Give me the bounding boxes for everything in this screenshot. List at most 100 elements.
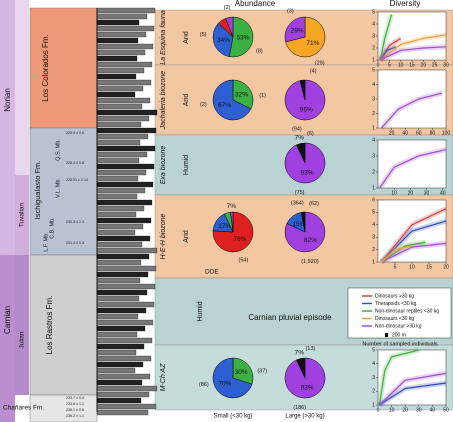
climate-label: Arid [183,230,190,243]
zone-label: Jachaleria biozone [160,71,167,130]
stage-label: Norian [3,88,12,112]
pie-count: (1) [259,93,266,99]
strata-bed [96,373,151,380]
x-tick-label: 15 [426,264,432,270]
y-tick-label: 3 [372,375,375,381]
y-tick-label: 2 [372,111,375,117]
y-tick-label: 5 [372,67,375,73]
climate-label: Humid [197,301,204,321]
substage-band [15,0,29,175]
y-tick-label: 4 [372,82,375,88]
pie-count: (8) [256,49,263,55]
y-tick-label: 3 [372,96,375,102]
pie-slice [230,211,234,233]
pie-label: 34% [217,37,230,44]
x-tick-label: 5 [394,264,397,270]
curve [379,46,397,61]
pie-count: (62) [309,201,319,207]
strata-bed [96,337,153,344]
x-tick-label: 50 [443,407,449,413]
strata-bed [96,385,158,392]
y-tick-label: 4 [372,222,375,228]
strata-bed [96,67,145,74]
pie-slice [296,357,306,379]
formation-label: Chañares Fm. [3,405,44,412]
x-tick-label: 40 [440,190,446,196]
y-tick-label: 4 [372,21,375,27]
curve [380,46,447,61]
substage-band [15,255,29,395]
curve [380,208,447,263]
zone-label: M-Ch AZ [160,363,167,391]
pie-label: 93% [301,169,314,176]
pie-label: 67% [218,102,231,109]
strata-bed [96,289,148,296]
y-tick-label: 3 [372,235,375,241]
strata-bed [96,277,141,284]
pie-count: (364) [291,200,304,206]
pie-label: 53% [236,35,249,42]
strata-bed [96,85,144,92]
pie-count: (13) [305,346,315,352]
pie-label: 82% [304,237,317,244]
x-tick-label: 10 [389,407,395,413]
strata-bed [96,7,156,14]
pie-label: 93% [301,384,314,391]
strata-bed [96,409,149,416]
strata-bed [96,19,140,26]
x-tick-label: 30 [416,407,422,413]
pie-slice [212,79,252,121]
pie-label: 15% [292,221,305,228]
y-tick-label: 4 [372,361,375,367]
pie-slice [284,16,306,43]
zone-label: Exa biozone [160,146,167,185]
x-tick-label: 80 [430,130,436,136]
strata-bed [96,139,141,146]
x-tick-label: 30 [443,62,449,68]
substage-label: Julian [19,331,26,348]
curve [381,241,426,263]
strata-bed [96,97,151,104]
x-tick-label: 10 [409,264,415,270]
y-tick-label: 5 [372,347,375,353]
pie-slice [228,16,254,58]
member-label: V.L. Mb. [55,178,61,198]
strata-bed [96,295,140,302]
strata-bed [96,259,142,266]
y-tick-label: 2 [372,247,375,253]
climate-label: Humid [183,155,190,175]
formation-label: Los Colorados Fm. [41,34,50,102]
strata-bed [96,331,138,338]
pie-count: (5) [200,32,207,38]
strata-bed [96,355,152,362]
pie-slice [225,16,234,38]
x-tick-label: 0 [377,62,380,68]
strata-bed [96,283,156,290]
strata-bed [96,91,136,98]
strata-bed [96,253,150,260]
strata-bed [96,133,149,140]
curve [378,349,419,406]
strata-bed [96,361,144,368]
pie-label: 71% [306,40,319,47]
strata-bed [96,403,157,410]
x-tick-label: 25 [432,62,438,68]
legend-label: Non-dinosaur >30 kg [375,323,422,329]
strata-bed [96,151,148,158]
strata-bed [96,343,145,350]
pie-count: (94) [292,126,302,132]
dde-label: DDE [205,269,219,276]
y-tick-label: 2 [372,389,375,395]
strata-bed [96,391,150,398]
pie-slice [212,211,254,253]
pie-count: (86) [199,382,209,388]
formation-label: Los Rastros Fm. [45,296,54,355]
x-tick-label: 20 [421,62,427,68]
pie-label: 29% [291,28,304,35]
y-tick-label: 6 [372,197,375,203]
strata-bed [96,37,139,44]
y-tick-label: 3 [372,153,375,159]
strata-bed [96,145,156,152]
y-tick-label: 2 [372,45,375,51]
pie-count: (186) [293,405,306,411]
